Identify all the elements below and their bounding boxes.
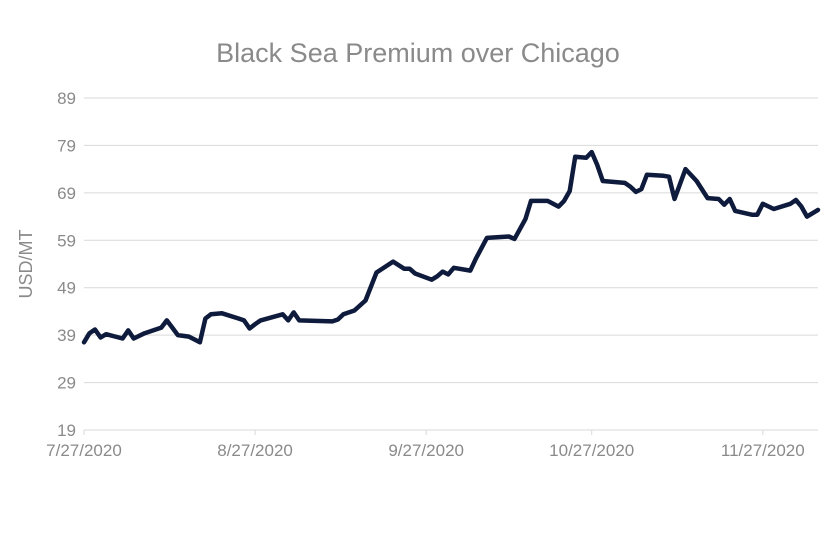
y-tick-label: 89 bbox=[57, 89, 76, 108]
series-layer bbox=[81, 149, 821, 345]
series-line-0 bbox=[81, 149, 821, 345]
x-tick-label: 8/27/2020 bbox=[217, 441, 293, 460]
x-tick-label: 7/27/2020 bbox=[46, 441, 122, 460]
x-tick-label: 11/27/2020 bbox=[721, 441, 805, 460]
y-tick-label: 19 bbox=[57, 421, 76, 440]
y-tick-label: 49 bbox=[57, 279, 76, 298]
gridlines bbox=[84, 97, 818, 431]
y-axis-ticks: 19 29 39 49 59 69 79 89 bbox=[57, 89, 76, 440]
y-tick-label: 79 bbox=[57, 136, 76, 155]
y-tick-label: 59 bbox=[57, 231, 76, 250]
chart-title: Black Sea Premium over Chicago bbox=[216, 38, 620, 68]
y-tick-label: 69 bbox=[57, 184, 76, 203]
y-tick-label: 39 bbox=[57, 326, 76, 345]
x-tick-label: 10/27/2020 bbox=[549, 441, 634, 460]
x-tick-label: 9/27/2020 bbox=[388, 441, 464, 460]
x-axis-ticks: 7/27/2020 8/27/2020 9/27/2020 10/27/2020 11/… bbox=[46, 430, 805, 460]
y-axis-label: USD/MT bbox=[16, 230, 36, 299]
y-tick-label: 29 bbox=[57, 374, 76, 393]
